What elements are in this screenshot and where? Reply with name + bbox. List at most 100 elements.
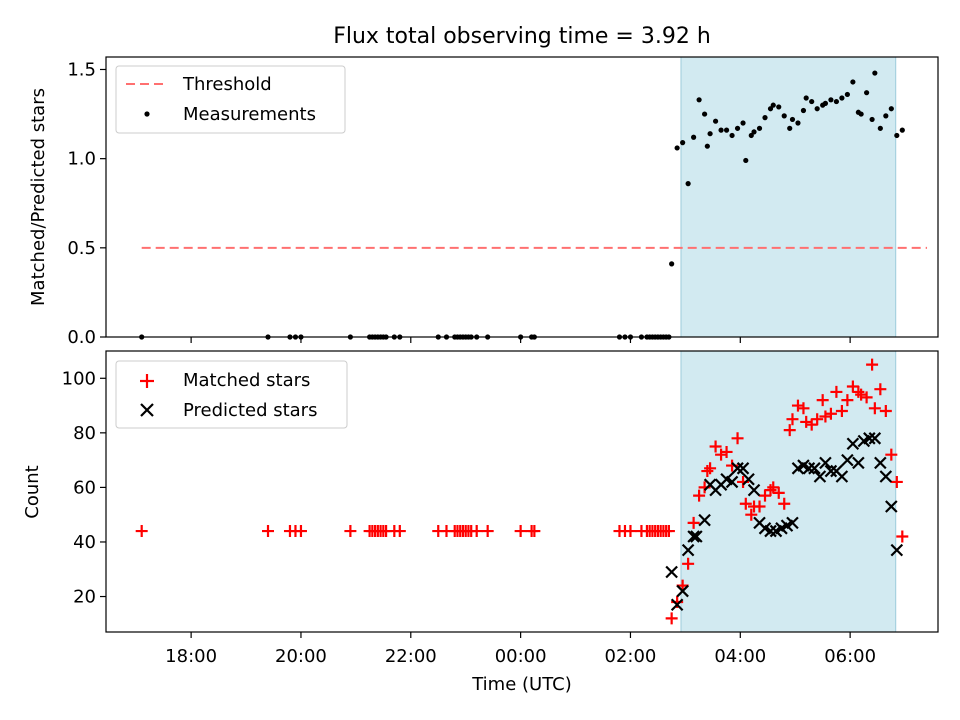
matched-star-point: [709, 440, 722, 453]
x-tick-label: 06:00: [824, 646, 876, 667]
measurement-point: [770, 102, 776, 108]
matched-star-point: [701, 465, 714, 478]
predicted-star-point: [879, 470, 893, 483]
top-panel: 0.0 0.5 1.0 1.5 Matched/Predicted stars Thr…: [28, 56, 939, 348]
measurement-point: [858, 111, 864, 117]
matched-star-point: [896, 530, 909, 543]
predicted-star-point: [764, 524, 777, 538]
predicted-star-point: [835, 470, 849, 483]
x-axis-label: Time (UTC): [471, 674, 572, 695]
measurement-point: [740, 120, 746, 126]
measurement-point: [751, 129, 757, 135]
y-tick-label: 80: [73, 423, 96, 444]
predicted-star-point: [742, 472, 755, 486]
matched-star-point: [816, 394, 829, 407]
predicted-star-point: [808, 462, 821, 475]
measurement-point: [877, 125, 883, 131]
predicted-star-point: [802, 462, 816, 475]
measurement-point: [872, 70, 878, 76]
predicted-star-point: [786, 516, 799, 530]
chart-title: Flux total observing time = 3.92 h: [333, 24, 711, 49]
matched-star-point: [885, 448, 898, 461]
measurement-point: [685, 181, 691, 187]
measurements-legend-swatch: [144, 111, 150, 117]
matched-star-point: [470, 525, 483, 538]
bottom-axes-frame: [105, 350, 939, 633]
matched-star-point: [682, 557, 695, 570]
measurement-point: [800, 107, 807, 114]
measurement-point: [864, 90, 870, 96]
y-tick-label: 0.5: [67, 238, 96, 259]
predicted-star-point: [868, 432, 882, 445]
measurement-point: [844, 91, 850, 98]
y-tick-label: 100: [62, 368, 96, 389]
x-tick-label: 00:00: [495, 646, 547, 667]
predicted-star-point: [846, 437, 860, 451]
predicted-star-point: [890, 543, 904, 557]
matched-legend-swatch: [140, 374, 154, 388]
matched-star-point: [852, 385, 865, 398]
measurement-point: [696, 97, 702, 103]
measurement-point: [767, 106, 774, 112]
measurement-point: [669, 261, 675, 267]
top-legend-box: [115, 65, 346, 134]
matched-star-point: [791, 399, 804, 412]
predicted-legend-swatch: [140, 403, 154, 417]
matched-star-point: [824, 407, 837, 420]
top-observing-span: [680, 56, 897, 338]
measurement-point: [869, 116, 875, 123]
y-tick-label: 1.5: [67, 59, 96, 80]
matched-star-point: [800, 415, 813, 428]
predicted-star-point: [681, 543, 695, 557]
predicted-star-point: [841, 453, 854, 467]
matched-star-point: [860, 391, 873, 404]
matched-star-point: [528, 525, 541, 538]
matched-star-point: [868, 402, 881, 415]
matched-star-point: [764, 484, 777, 497]
matched-star-point: [294, 525, 307, 538]
matched-star-point: [753, 500, 766, 513]
measurement-point: [833, 98, 840, 105]
measurement-point: [850, 79, 856, 85]
matched-star-point: [830, 385, 843, 398]
predicted-star-point: [665, 565, 678, 579]
bottom-legend: Matched stars Predicted stars: [115, 360, 348, 429]
predicted-star-point: [852, 456, 865, 470]
predicted-star-point: [698, 513, 711, 527]
top-axes-frame: [105, 56, 939, 338]
predicted-star-point: [725, 475, 739, 489]
threshold-legend-label: Threshold: [182, 74, 272, 95]
matched-star-point: [879, 405, 892, 418]
measurement-point: [781, 113, 787, 119]
measurement-point: [795, 120, 801, 126]
bottom-x-ticks: 18:00 20:00 22:00 00:00 02:00 04:00 06:00: [165, 632, 876, 667]
x-tick-label: 18:00: [165, 646, 217, 667]
measurement-point: [894, 132, 900, 139]
measurement-point: [674, 145, 680, 151]
matched-star-point: [687, 516, 700, 529]
predicted-star-point: [863, 432, 876, 445]
predicted-star-point: [736, 462, 750, 475]
matched-star-point: [767, 481, 780, 494]
measurement-point: [729, 132, 735, 139]
matched-star-point: [866, 358, 879, 371]
matched-star-point: [797, 402, 810, 415]
matched-star-point: [344, 525, 357, 538]
bottom-legend-box: [115, 360, 348, 429]
y-tick-label: 0.0: [67, 327, 96, 348]
measurement-point: [723, 127, 730, 133]
top-legend: Threshold Measurements: [115, 65, 346, 134]
matched-star-point: [855, 388, 868, 401]
predicted-star-point: [874, 456, 887, 470]
matched-star-point: [819, 410, 832, 423]
matched-star-point: [662, 525, 675, 538]
matched-star-point: [846, 380, 859, 393]
measurement-point: [702, 111, 708, 117]
measurement-point: [680, 140, 686, 146]
measurement-point: [743, 157, 749, 164]
matched-star-point: [624, 525, 637, 538]
top-y-ticks: 0.0 0.5 1.0 1.5: [67, 59, 106, 348]
measurement-point: [707, 131, 713, 137]
measurement-point: [803, 95, 809, 101]
measurement-point: [899, 127, 905, 133]
